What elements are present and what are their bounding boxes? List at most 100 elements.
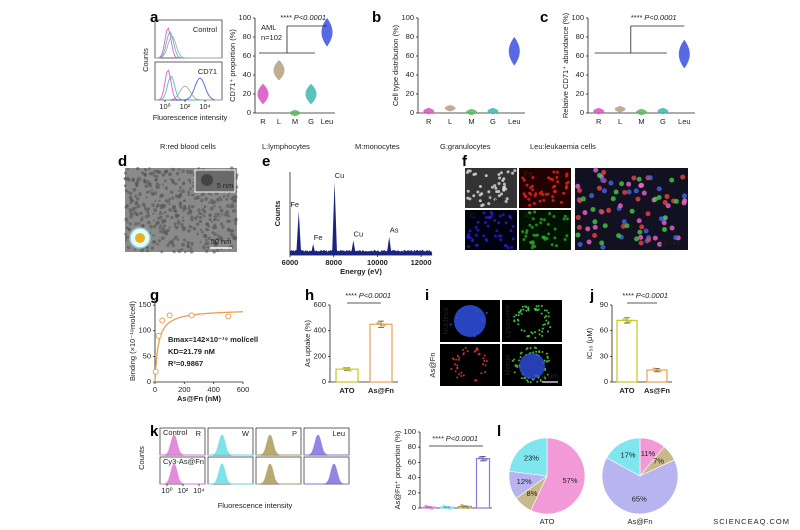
- merge-dot: [637, 218, 642, 223]
- channel-label: O: [470, 211, 476, 220]
- particle: [213, 232, 217, 236]
- particle: [153, 191, 157, 195]
- signal-dot: [541, 351, 543, 353]
- merge-dot: [648, 175, 653, 180]
- merge-dot: [682, 200, 687, 205]
- map-dot: [501, 179, 504, 182]
- particle: [191, 242, 194, 245]
- x-tick-label: 8000: [325, 258, 342, 267]
- particle: [129, 197, 133, 201]
- map-dot: [543, 218, 546, 221]
- map-dot: [554, 190, 557, 193]
- map-dot: [497, 221, 500, 224]
- particle: [178, 190, 180, 192]
- x-tick-label: M: [638, 117, 644, 126]
- map-dot: [531, 226, 534, 229]
- particle: [175, 194, 179, 198]
- particle: [184, 251, 187, 254]
- particle: [221, 225, 224, 228]
- bar: [370, 324, 392, 382]
- particle: [148, 190, 151, 193]
- particle: [230, 203, 234, 207]
- particle: [151, 246, 155, 250]
- particle: [155, 182, 159, 186]
- panel-label: c: [540, 9, 548, 26]
- particle: [216, 198, 219, 201]
- particle: [180, 207, 182, 209]
- particle: [202, 208, 205, 211]
- particle: [132, 178, 135, 181]
- signal-dot: [462, 349, 464, 351]
- particle: [189, 209, 192, 212]
- merge-dot: [582, 210, 587, 215]
- y-tick-label: 40: [408, 473, 416, 482]
- signal-dot: [522, 309, 524, 311]
- particle: [153, 240, 157, 244]
- particle: [177, 239, 180, 242]
- particle: [124, 177, 127, 180]
- y-tick-label: 20: [243, 89, 251, 98]
- merge-dot: [622, 190, 627, 195]
- particle: [160, 204, 163, 207]
- map-dot: [505, 221, 508, 224]
- signal-dot: [481, 318, 483, 320]
- map-dot: [467, 190, 470, 193]
- particle: [145, 196, 147, 198]
- signal-dot: [460, 375, 462, 377]
- signal-dot: [463, 374, 465, 376]
- particle: [138, 192, 142, 196]
- replicate-dot: [442, 505, 445, 508]
- particle: [205, 249, 209, 253]
- x-tick-label: 10000: [367, 258, 388, 267]
- map-dot: [475, 244, 478, 247]
- map-dot: [555, 244, 558, 247]
- particle: [200, 199, 204, 203]
- particle: [174, 222, 177, 225]
- particle: [124, 233, 127, 236]
- map-dot: [535, 224, 538, 227]
- particle: [188, 179, 191, 182]
- particle: [166, 215, 169, 218]
- merge-dot: [659, 216, 664, 221]
- merge-dot: [639, 224, 644, 229]
- column-label: R: [196, 429, 202, 438]
- particle: [172, 244, 176, 248]
- nucleus: [454, 305, 486, 337]
- signal-dot: [538, 305, 540, 307]
- merge-dot: [622, 219, 627, 224]
- signal-dot: [455, 370, 457, 372]
- y-tick-label: 80: [406, 32, 414, 41]
- particle: [127, 221, 129, 223]
- signal-dot: [454, 363, 456, 365]
- map-dot: [482, 211, 485, 214]
- particle: [196, 196, 200, 200]
- replicate-dot: [430, 507, 433, 510]
- particle: [160, 194, 164, 198]
- data-point: [153, 369, 158, 374]
- map-dot: [565, 234, 568, 237]
- replicate-dot: [427, 506, 430, 509]
- map-dot: [540, 191, 543, 194]
- particle: [187, 229, 191, 233]
- bar: [617, 320, 637, 382]
- particle: [146, 191, 149, 194]
- signal-dot: [484, 355, 486, 357]
- row-label: Control: [163, 428, 188, 437]
- particle: [223, 195, 226, 198]
- particle: [144, 174, 147, 177]
- particle: [162, 183, 164, 185]
- particle: [213, 205, 216, 208]
- particle: [200, 241, 202, 243]
- particle: [197, 208, 201, 212]
- particle: [164, 211, 167, 214]
- particle: [176, 172, 180, 176]
- particle: [208, 213, 211, 216]
- scale-label: 5 μm: [542, 371, 559, 380]
- map-dot: [564, 238, 567, 241]
- replicate-dot: [342, 367, 345, 370]
- map-dot: [510, 229, 513, 232]
- replicate-dot: [382, 324, 385, 327]
- x-tick-label: 10⁴: [193, 486, 205, 495]
- particle: [152, 213, 154, 215]
- map-dot: [555, 176, 558, 179]
